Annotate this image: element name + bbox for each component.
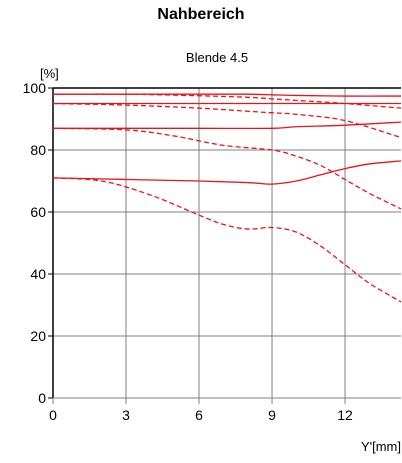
y-tick-label-0: 0 [38, 390, 46, 406]
page-title: Nahbereich [157, 6, 245, 23]
y-tick-label-60: 60 [30, 204, 46, 220]
y-tick-label-40: 40 [30, 266, 46, 282]
series-line-5-solid [53, 121, 402, 130]
x-axis-label: Y'[mm] [361, 439, 401, 454]
x-tick-label-3: 3 [122, 407, 130, 423]
grid [53, 88, 401, 398]
series-line-2-dashed [52, 93, 402, 109]
chart-title: Blende 4.5 [186, 50, 248, 65]
x-tick-label-0: 0 [49, 407, 57, 423]
series-line-8-dashed [52, 177, 402, 303]
y-tick-label-80: 80 [30, 142, 46, 158]
x-tick-label-12: 12 [337, 407, 353, 423]
series-line-7-solid [52, 160, 402, 185]
y-axis-label: [%] [40, 66, 59, 81]
x-tick-label-9: 9 [268, 407, 276, 423]
y-tick-label-100: 100 [23, 80, 47, 96]
y-tick-label-20: 20 [30, 328, 46, 344]
tick-labels: 0 20 40 60 80 100 0 3 6 9 12 [23, 80, 353, 423]
series-line-4-dashed [52, 102, 402, 139]
x-tick-label-6: 6 [195, 407, 203, 423]
series-lines [52, 93, 402, 303]
series-line-6-dashed [52, 127, 402, 210]
axes [52, 87, 401, 399]
